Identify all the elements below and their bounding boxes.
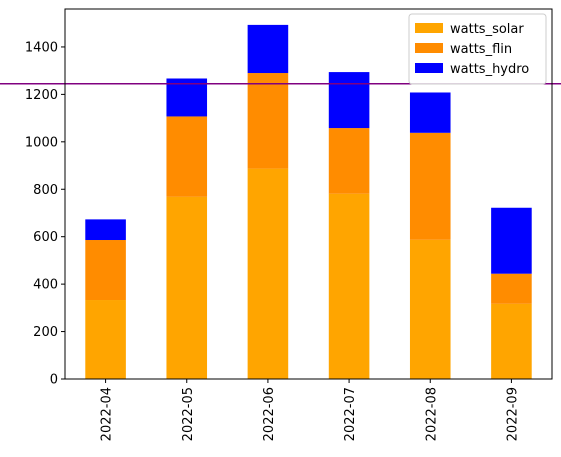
bar-watts_solar-2022-08: [409, 239, 451, 379]
y-tick-label-600: 600: [33, 230, 58, 245]
legend-label-watts_solar: watts_solar: [450, 22, 524, 37]
x-tick-label-2022-07: 2022-07: [343, 387, 358, 441]
bar-watts_flin-2022-05: [166, 116, 208, 197]
bar-watts_solar-2022-09: [491, 303, 532, 379]
y-tick-label-200: 200: [33, 325, 58, 340]
x-tick-label-2022-08: 2022-08: [424, 387, 439, 441]
legend-swatch-watts_hydro: [415, 63, 443, 73]
bar-watts_hydro-2022-07: [328, 72, 370, 129]
legend-label-watts_flin: watts_flin: [450, 42, 512, 57]
bar-watts_hydro-2022-05: [166, 78, 208, 117]
y-tick-label-0: 0: [50, 373, 58, 388]
legend: watts_solar watts_flin watts_hydro: [408, 13, 547, 85]
y-tick-label-800: 800: [33, 183, 58, 198]
y-tick-label-1400: 1400: [25, 40, 58, 55]
bar-watts_solar-2022-07: [328, 193, 370, 379]
y-tick-label-1200: 1200: [25, 88, 58, 103]
x-axis: 2022-04 2022-05 2022-06 2022-07 2022-08 2022-…: [100, 379, 520, 441]
y-axis: 0 200 400 600 800 1000 1200 1400: [25, 40, 65, 388]
x-tick-label-2022-04: 2022-04: [100, 387, 115, 441]
x-tick-label-2022-05: 2022-05: [181, 387, 196, 441]
bar-watts_solar-2022-05: [166, 196, 208, 379]
y-tick-label-1000: 1000: [25, 135, 58, 150]
bar-watts_flin-2022-06: [247, 73, 289, 169]
x-tick-label-2022-09: 2022-09: [505, 387, 520, 441]
legend-box: [408, 13, 547, 85]
bar-watts_flin-2022-09: [491, 273, 532, 304]
bar-watts_hydro-2022-09: [491, 207, 532, 274]
y-tick-label-400: 400: [33, 278, 58, 293]
bar-watts_solar-2022-06: [247, 168, 289, 379]
bar-watts_hydro-2022-06: [247, 24, 289, 74]
bar-watts_flin-2022-08: [409, 132, 451, 240]
bar-watts_hydro-2022-04: [85, 219, 126, 241]
bar-watts_flin-2022-07: [328, 128, 370, 194]
legend-label-watts_hydro: watts_hydro: [450, 62, 529, 77]
bar-watts_flin-2022-04: [85, 240, 126, 301]
legend-swatch-watts_solar: [415, 23, 443, 33]
x-tick-label-2022-06: 2022-06: [262, 387, 277, 441]
bar-watts_solar-2022-04: [85, 300, 126, 379]
plot-frame: [64, 8, 553, 380]
legend-swatch-watts_flin: [415, 43, 443, 53]
bars-group: [85, 24, 532, 379]
bar-watts_hydro-2022-08: [409, 92, 451, 133]
